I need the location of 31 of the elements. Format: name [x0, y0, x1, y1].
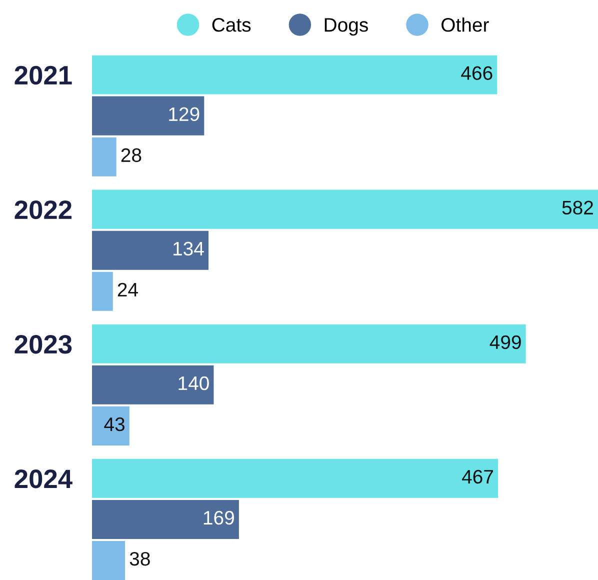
data-label: 140	[178, 376, 209, 390]
data-label: 129	[169, 107, 200, 122]
y-tick-label: 2023	[14, 335, 72, 354]
y-tick-label: 2021	[14, 66, 72, 85]
data-label: 24	[118, 282, 138, 296]
data-label: 28	[121, 148, 142, 162]
bar	[92, 324, 526, 364]
data-label: 467	[462, 470, 493, 484]
bar	[92, 458, 498, 498]
legend-label: Other	[442, 18, 489, 32]
bar	[92, 365, 214, 404]
y-tick-label: 2022	[14, 200, 72, 220]
bar	[92, 55, 498, 94]
data-label: 134	[174, 242, 204, 256]
data-label: 499	[490, 335, 521, 350]
bar	[92, 137, 116, 176]
legend-label: Cats	[212, 18, 251, 32]
bar	[92, 540, 126, 580]
y-tick-label: 2024	[14, 470, 72, 488]
bar	[92, 272, 113, 311]
legend-label: Dogs	[324, 18, 368, 36]
bar	[92, 190, 598, 229]
bar	[92, 500, 239, 539]
data-label: 582	[562, 200, 593, 215]
data-label: 169	[204, 510, 234, 525]
bar	[92, 96, 204, 136]
data-label: 38	[130, 552, 150, 566]
data-label: 43	[104, 417, 124, 432]
data-label: 466	[461, 66, 492, 80]
bar	[92, 230, 208, 270]
bar	[92, 406, 130, 446]
